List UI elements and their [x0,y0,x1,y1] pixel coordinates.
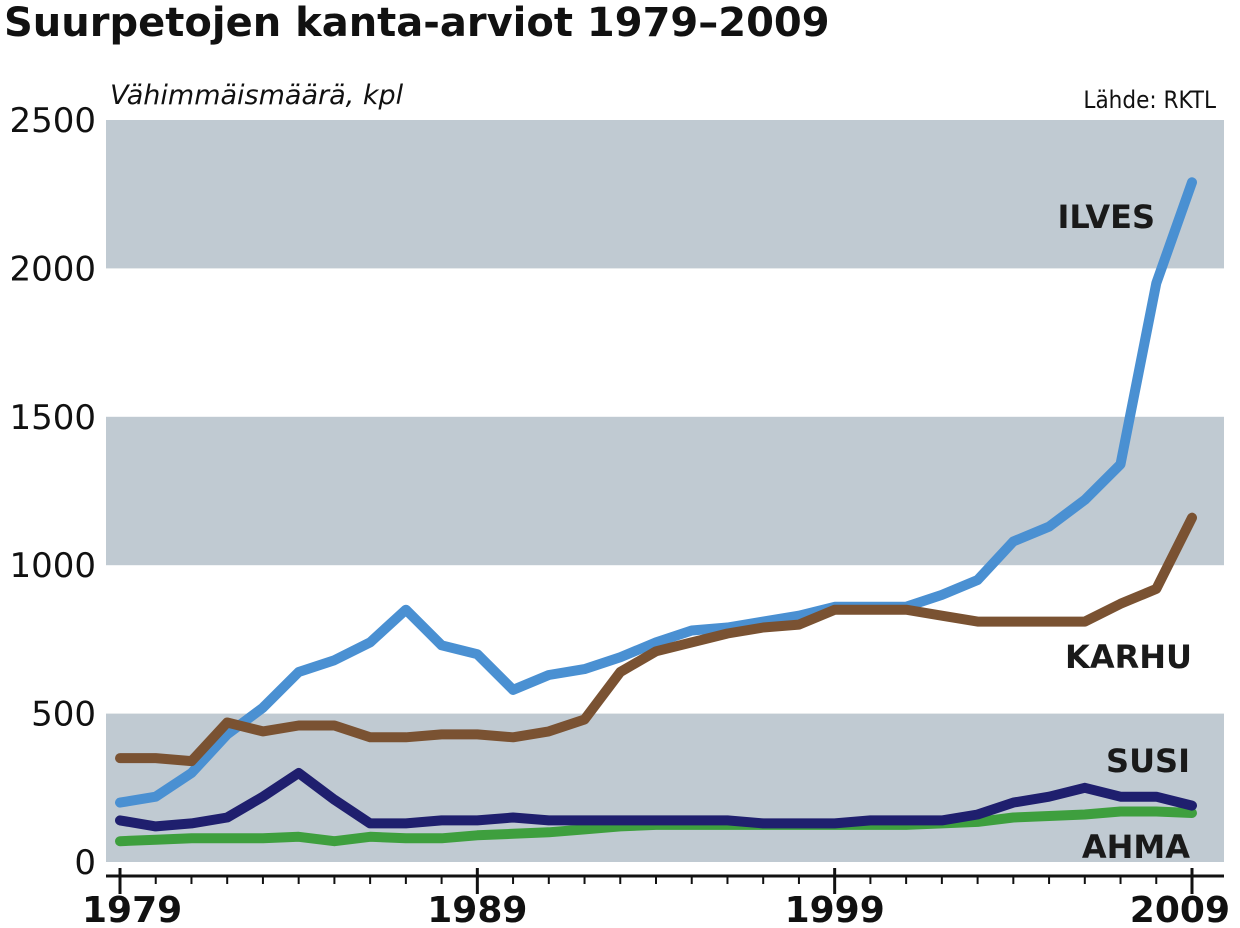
y-axis-label: Vähimmäismäärä, kpl [110,80,404,111]
series-line-ilves [115,177,1197,808]
y-tick-label: 2500 [9,101,96,141]
y-tick-label: 1500 [9,398,96,438]
x-tick-label: 2009 [1130,890,1230,928]
background-bands [106,120,1224,862]
y-tick-label: 0 [74,843,96,883]
series-line-susi [115,768,1197,832]
x-axis: 1979 1989 1999 2009 [82,868,1230,928]
x-tick-label: 1989 [427,890,527,928]
background-band [106,120,1224,269]
source-label: Lähde: RKTL [1083,86,1216,114]
y-tick-label: 1000 [9,546,96,586]
series-label-ahma: AHMA [1082,828,1190,866]
y-tick-label: 500 [31,695,96,735]
series-line-karhu [115,512,1197,767]
chart-title: Suurpetojen kanta-arviot 1979–2009 [4,0,830,46]
x-tick-label: 1979 [82,890,182,928]
series-labels: ILVES KARHU SUSI AHMA [1057,198,1192,866]
y-tick-labels: 0 500 1000 1500 2000 2500 [9,101,96,883]
background-band [106,416,1224,566]
x-tick-label: 1999 [785,890,885,928]
series-label-karhu: KARHU [1065,638,1192,676]
series-label-susi: SUSI [1106,742,1190,780]
y-tick-label: 2000 [9,249,96,289]
series-label-ilves: ILVES [1057,198,1155,236]
series-lines [115,177,1197,847]
